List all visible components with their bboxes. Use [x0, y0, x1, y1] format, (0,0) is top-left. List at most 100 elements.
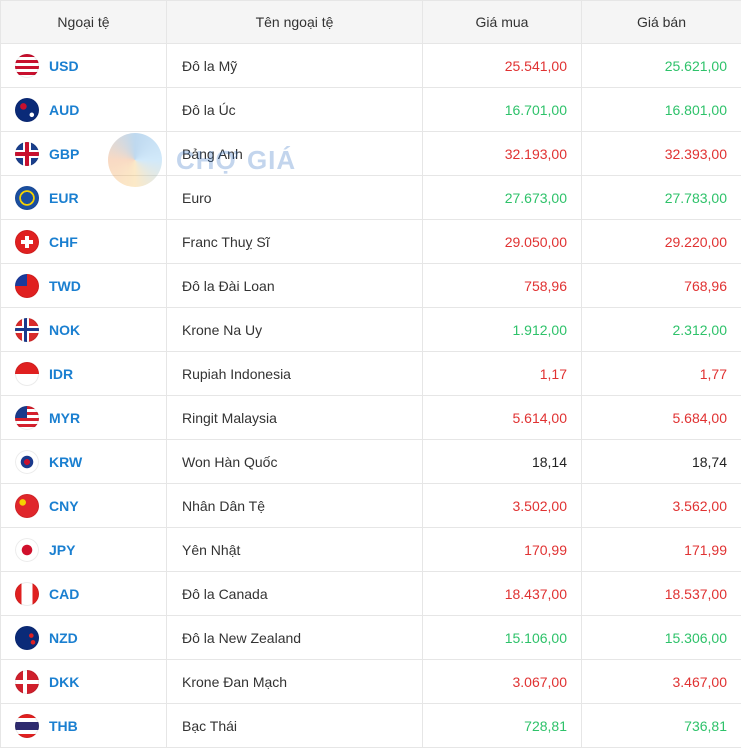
- table-row: AUD Đô la Úc 16.701,00 16.801,00: [1, 88, 741, 132]
- sell-price: 32.393,00: [582, 132, 741, 176]
- buy-price: 32.193,00: [423, 132, 582, 176]
- currency-code-link[interactable]: CAD: [49, 586, 79, 602]
- buy-price: 1,17: [423, 352, 582, 396]
- sell-price: 25.621,00: [582, 44, 741, 88]
- currency-code-cell: EUR: [1, 176, 167, 220]
- dk-flag-icon: [15, 670, 39, 694]
- sell-price: 16.801,00: [582, 88, 741, 132]
- currency-code-link[interactable]: NZD: [49, 630, 78, 646]
- table-row: THB Bạc Thái 728,81 736,81: [1, 704, 741, 748]
- currency-code-link[interactable]: MYR: [49, 410, 80, 426]
- sell-price: 5.684,00: [582, 396, 741, 440]
- currency-code-cell: THB: [1, 704, 167, 748]
- buy-price: 728,81: [423, 704, 582, 748]
- my-flag-icon: [15, 406, 39, 430]
- currency-code-link[interactable]: EUR: [49, 190, 79, 206]
- currency-name: Franc Thuỵ Sĩ: [167, 220, 423, 264]
- currency-name: Nhân Dân Tệ: [167, 484, 423, 528]
- currency-code-cell: NOK: [1, 308, 167, 352]
- buy-price: 1.912,00: [423, 308, 582, 352]
- cn-flag-icon: [15, 494, 39, 518]
- sell-price: 29.220,00: [582, 220, 741, 264]
- currency-name: Ringit Malaysia: [167, 396, 423, 440]
- currency-name: Đô la Úc: [167, 88, 423, 132]
- currency-code-link[interactable]: GBP: [49, 146, 79, 162]
- currency-name: Bạc Thái: [167, 704, 423, 748]
- currency-code-link[interactable]: THB: [49, 718, 78, 734]
- buy-price: 3.067,00: [423, 660, 582, 704]
- sell-price: 15.306,00: [582, 616, 741, 660]
- currency-code-cell: USD: [1, 44, 167, 88]
- header-sell-price: Giá bán: [582, 1, 741, 44]
- sell-price: 736,81: [582, 704, 741, 748]
- currency-name: Yên Nhật: [167, 528, 423, 572]
- currency-code-cell: KRW: [1, 440, 167, 484]
- currency-code-cell: JPY: [1, 528, 167, 572]
- au-flag-icon: [15, 98, 39, 122]
- table-row: IDR Rupiah Indonesia 1,17 1,77: [1, 352, 741, 396]
- buy-price: 758,96: [423, 264, 582, 308]
- currency-code-cell: CHF: [1, 220, 167, 264]
- no-flag-icon: [15, 318, 39, 342]
- gb-flag-icon: [15, 142, 39, 166]
- table-row: NZD Đô la New Zealand 15.106,00 15.306,0…: [1, 616, 741, 660]
- buy-price: 29.050,00: [423, 220, 582, 264]
- ch-flag-icon: [15, 230, 39, 254]
- th-flag-icon: [15, 714, 39, 738]
- sell-price: 3.562,00: [582, 484, 741, 528]
- currency-code-link[interactable]: JPY: [49, 542, 75, 558]
- currency-name: Đô la Canada: [167, 572, 423, 616]
- buy-price: 5.614,00: [423, 396, 582, 440]
- header-buy-price: Giá mua: [423, 1, 582, 44]
- header-currency-name: Tên ngoại tệ: [167, 1, 423, 44]
- table-row: KRW Won Hàn Quốc 18,14 18,74: [1, 440, 741, 484]
- currency-code-cell: AUD: [1, 88, 167, 132]
- eu-flag-icon: [15, 186, 39, 210]
- id-flag-icon: [15, 362, 39, 386]
- tw-flag-icon: [15, 274, 39, 298]
- table-row: CAD Đô la Canada 18.437,00 18.537,00: [1, 572, 741, 616]
- currency-code-link[interactable]: NOK: [49, 322, 80, 338]
- currency-name: Rupiah Indonesia: [167, 352, 423, 396]
- currency-name: Won Hàn Quốc: [167, 440, 423, 484]
- sell-price: 18,74: [582, 440, 741, 484]
- currency-code-link[interactable]: TWD: [49, 278, 81, 294]
- currency-code-cell: GBP: [1, 132, 167, 176]
- sell-price: 2.312,00: [582, 308, 741, 352]
- buy-price: 18,14: [423, 440, 582, 484]
- sell-price: 171,99: [582, 528, 741, 572]
- table-row: CNY Nhân Dân Tệ 3.502,00 3.562,00: [1, 484, 741, 528]
- sell-price: 1,77: [582, 352, 741, 396]
- ca-flag-icon: [15, 582, 39, 606]
- jp-flag-icon: [15, 538, 39, 562]
- nz-flag-icon: [15, 626, 39, 650]
- currency-code-cell: TWD: [1, 264, 167, 308]
- currency-name: Đô la New Zealand: [167, 616, 423, 660]
- table-row: MYR Ringit Malaysia 5.614,00 5.684,00: [1, 396, 741, 440]
- currency-code-link[interactable]: CHF: [49, 234, 78, 250]
- currency-code-cell: CAD: [1, 572, 167, 616]
- us-flag-icon: [15, 54, 39, 78]
- buy-price: 18.437,00: [423, 572, 582, 616]
- kr-flag-icon: [15, 450, 39, 474]
- currency-code-link[interactable]: USD: [49, 58, 79, 74]
- currency-code-link[interactable]: CNY: [49, 498, 79, 514]
- currency-name: Krone Na Uy: [167, 308, 423, 352]
- buy-price: 16.701,00: [423, 88, 582, 132]
- buy-price: 3.502,00: [423, 484, 582, 528]
- buy-price: 27.673,00: [423, 176, 582, 220]
- currency-code-cell: DKK: [1, 660, 167, 704]
- currency-code-link[interactable]: IDR: [49, 366, 73, 382]
- table-row: GBP Bảng Anh 32.193,00 32.393,00: [1, 132, 741, 176]
- currency-code-cell: IDR: [1, 352, 167, 396]
- header-currency-code: Ngoại tệ: [1, 1, 167, 44]
- currency-name: Krone Đan Mạch: [167, 660, 423, 704]
- currency-code-link[interactable]: KRW: [49, 454, 82, 470]
- currency-code-link[interactable]: DKK: [49, 674, 79, 690]
- currency-code-link[interactable]: AUD: [49, 102, 79, 118]
- currency-code-cell: CNY: [1, 484, 167, 528]
- currency-code-cell: MYR: [1, 396, 167, 440]
- currency-name: Euro: [167, 176, 423, 220]
